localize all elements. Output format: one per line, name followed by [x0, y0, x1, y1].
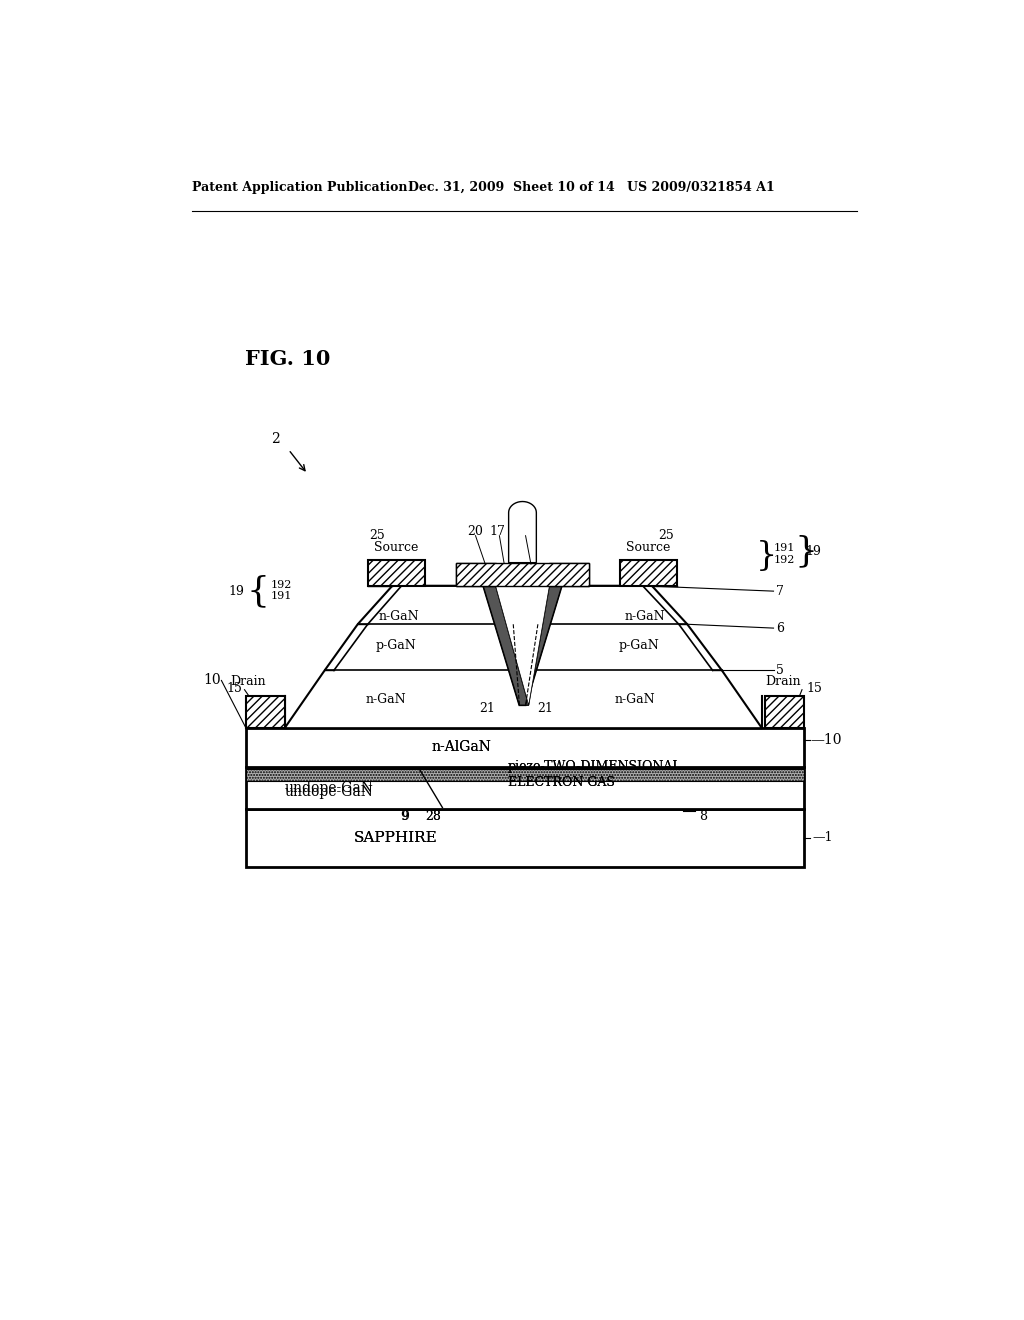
Text: n-GaN: n-GaN	[378, 610, 419, 623]
Text: 9: 9	[401, 810, 410, 824]
Text: n-GaN: n-GaN	[366, 693, 407, 706]
Polygon shape	[285, 586, 762, 729]
Text: Drain: Drain	[766, 675, 802, 688]
Text: }: }	[795, 535, 817, 568]
Text: 5: 5	[776, 664, 783, 677]
Text: Source: Source	[374, 541, 419, 554]
Text: undope-GaN: undope-GaN	[285, 784, 374, 799]
Polygon shape	[483, 586, 528, 705]
Text: SAPPHIRE: SAPPHIRE	[354, 830, 437, 845]
Text: 28: 28	[425, 810, 441, 824]
Text: 7: 7	[776, 585, 783, 598]
Text: p-GaN: p-GaN	[618, 639, 659, 652]
Text: FIG. 10: FIG. 10	[245, 350, 330, 370]
Bar	[765, 696, 804, 729]
Text: 25: 25	[369, 529, 385, 543]
Text: —1: —1	[812, 832, 833, 843]
Polygon shape	[550, 562, 589, 586]
Text: piezo-TWO-DIMENSIONAL
ELECTRON GAS: piezo-TWO-DIMENSIONAL ELECTRON GAS	[508, 760, 682, 789]
Polygon shape	[496, 586, 550, 705]
Polygon shape	[509, 502, 537, 562]
Bar	[620, 560, 677, 586]
Bar	[368, 560, 425, 586]
Bar	[246, 770, 804, 780]
Polygon shape	[457, 562, 589, 586]
Text: p-GaN: p-GaN	[376, 639, 417, 652]
Text: 15: 15	[226, 681, 243, 694]
Text: 21: 21	[537, 702, 553, 715]
Text: 6: 6	[776, 622, 783, 635]
Text: 191: 191	[773, 543, 795, 553]
Text: {: {	[246, 574, 269, 609]
Text: US 2009/0321854 A1: US 2009/0321854 A1	[628, 181, 775, 194]
Text: Drain: Drain	[229, 675, 265, 688]
Bar	[246, 729, 804, 767]
Text: 16: 16	[515, 525, 531, 539]
Text: Source: Source	[626, 541, 670, 554]
Text: 20: 20	[468, 525, 483, 539]
Text: 21: 21	[479, 702, 495, 715]
Text: n-GaN: n-GaN	[614, 693, 655, 706]
Text: 25: 25	[657, 529, 674, 543]
Polygon shape	[483, 586, 562, 705]
Text: n-AlGaN: n-AlGaN	[432, 741, 492, 755]
Text: 15: 15	[807, 681, 822, 694]
Text: 19: 19	[805, 545, 821, 557]
Polygon shape	[457, 562, 496, 586]
Bar	[246, 696, 285, 729]
Text: 192: 192	[270, 579, 292, 590]
Text: 191: 191	[270, 591, 292, 601]
Text: 19: 19	[228, 585, 245, 598]
Polygon shape	[525, 586, 562, 705]
Text: —10: —10	[810, 733, 842, 747]
Text: SAPPHIRE: SAPPHIRE	[354, 830, 437, 845]
Text: 10: 10	[204, 673, 221, 688]
Text: n-AlGaN: n-AlGaN	[432, 741, 492, 755]
Text: 8: 8	[698, 810, 707, 824]
Text: Patent Application Publication: Patent Application Publication	[193, 181, 408, 194]
Text: Gate: Gate	[508, 564, 538, 577]
Bar	[246, 809, 804, 867]
Text: Dec. 31, 2009  Sheet 10 of 14: Dec. 31, 2009 Sheet 10 of 14	[408, 181, 614, 194]
Text: 192: 192	[773, 554, 795, 565]
Text: }: }	[756, 540, 777, 572]
Text: piezo-TWO-DIMENSIONAL
ELECTRON GAS: piezo-TWO-DIMENSIONAL ELECTRON GAS	[508, 760, 682, 789]
Text: 17: 17	[489, 525, 505, 539]
Text: undope-GaN: undope-GaN	[285, 781, 374, 795]
Text: 2: 2	[271, 433, 280, 446]
Text: 28: 28	[425, 810, 441, 824]
Bar	[246, 767, 804, 809]
Text: n-GaN: n-GaN	[625, 610, 666, 623]
Text: 9: 9	[400, 810, 408, 824]
